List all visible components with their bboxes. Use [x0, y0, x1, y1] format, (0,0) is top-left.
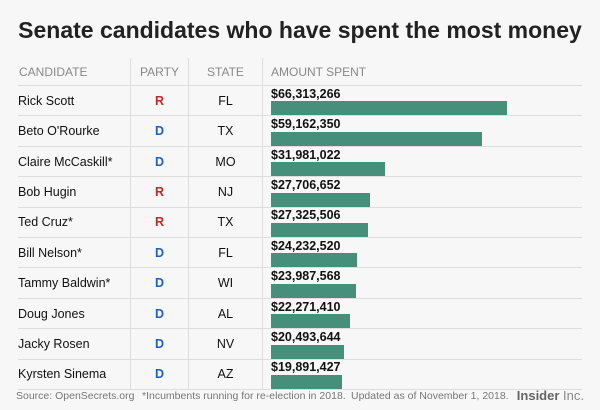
amount-cell: $27,706,652: [262, 176, 582, 208]
state-label: WI: [188, 267, 263, 299]
party-value: D: [154, 306, 165, 321]
candidate-name: Jacky Rosen: [18, 328, 131, 360]
amount-label: $59,162,350: [271, 117, 341, 132]
candidate-name: Doug Jones: [18, 298, 131, 330]
header-amount: AMOUNT SPENT: [262, 58, 582, 86]
amount-label: $27,706,652: [271, 177, 341, 192]
candidate-name: Beto O'Rourke: [18, 115, 131, 147]
party-label: D: [130, 267, 189, 299]
table-row: Beto O'Rourke D TX $59,162,350: [18, 115, 582, 147]
state-label: AL: [188, 298, 263, 330]
state-label: FL: [188, 237, 263, 269]
amount-label: $23,987,568: [271, 269, 341, 284]
party-value: R: [154, 215, 165, 230]
table-row: Doug Jones D AL $22,271,410: [18, 298, 582, 330]
amount-bar: [271, 223, 369, 238]
amount-bar: [271, 375, 342, 390]
candidate-name: Kyrsten Sinema: [18, 359, 131, 391]
amount-label: $24,232,520: [271, 238, 341, 253]
amount-bar: [271, 314, 351, 329]
party-value: R: [154, 184, 165, 199]
party-value: D: [154, 154, 165, 169]
state-label: TX: [188, 115, 263, 147]
state-label: TX: [188, 207, 263, 239]
spending-table: CANDIDATE PARTY STATE AMOUNT SPENT Rick …: [18, 58, 582, 391]
amount-bar: [271, 344, 344, 359]
candidate-name: Tammy Baldwin*: [18, 267, 131, 299]
party-label: D: [130, 115, 189, 147]
party-value: D: [154, 276, 165, 291]
candidate-name: Ted Cruz*: [18, 207, 131, 239]
amount-bar: [271, 131, 482, 146]
state-label: FL: [188, 85, 263, 117]
table-row: Ted Cruz* R TX $27,325,506: [18, 207, 582, 239]
table-row: Kyrsten Sinema D AZ $19,891,427: [18, 359, 582, 391]
amount-label: $20,493,644: [271, 329, 341, 344]
candidate-name: Bob Hugin: [18, 176, 131, 208]
amount-bar: [271, 283, 357, 298]
party-label: D: [130, 237, 189, 269]
state-label: NJ: [188, 176, 263, 208]
table-row: Bob Hugin R NJ $27,706,652: [18, 176, 582, 208]
table-row: Jacky Rosen D NV $20,493,644: [18, 328, 582, 360]
party-label: D: [130, 146, 189, 178]
amount-bar: [271, 192, 370, 207]
amount-cell: $24,232,520: [262, 237, 582, 269]
state-label: AZ: [188, 359, 263, 391]
amount-cell: $19,891,427: [262, 359, 582, 391]
amount-label: $31,981,022: [271, 147, 341, 162]
amount-cell: $22,271,410: [262, 298, 582, 330]
amount-bar: [271, 162, 385, 177]
amount-label: $19,891,427: [271, 360, 341, 375]
amount-bar: [271, 101, 507, 116]
party-value: D: [154, 367, 165, 382]
insider-logo: Insider Inc.: [516, 388, 584, 403]
header-party: PARTY: [130, 58, 189, 86]
amount-bar: [271, 253, 358, 268]
header-candidate: CANDIDATE: [18, 58, 131, 86]
state-label: NV: [188, 328, 263, 360]
party-label: R: [130, 207, 189, 239]
chart-title: Senate candidates who have spent the mos…: [18, 17, 582, 43]
table-row: Tammy Baldwin* D WI $23,987,568: [18, 267, 582, 299]
party-label: D: [130, 298, 189, 330]
amount-label: $27,325,506: [271, 208, 341, 223]
party-value: D: [154, 336, 165, 351]
amount-label: $66,313,266: [271, 86, 341, 101]
amount-label: $22,271,410: [271, 299, 341, 314]
incumbent-note: *Incumbents running for re-election in 2…: [142, 390, 346, 402]
source-note: Source: OpenSecrets.org: [16, 390, 135, 402]
state-label: MO: [188, 146, 263, 178]
party-label: R: [130, 85, 189, 117]
party-label: D: [130, 359, 189, 391]
amount-cell: $59,162,350: [262, 115, 582, 147]
amount-cell: $31,981,022: [262, 146, 582, 178]
table-row: Bill Nelson* D FL $24,232,520: [18, 237, 582, 269]
party-label: R: [130, 176, 189, 208]
candidate-name: Rick Scott: [18, 85, 131, 117]
table-row: Claire McCaskill* D MO $31,981,022: [18, 146, 582, 178]
party-value: R: [154, 93, 165, 108]
amount-cell: $27,325,506: [262, 207, 582, 239]
amount-cell: $66,313,266: [262, 85, 582, 117]
amount-cell: $23,987,568: [262, 267, 582, 299]
updated-note: Updated as of November 1, 2018.: [351, 390, 509, 402]
amount-cell: $20,493,644: [262, 328, 582, 360]
party-value: D: [154, 124, 165, 139]
header-state: STATE: [188, 58, 263, 86]
candidate-name: Claire McCaskill*: [18, 146, 131, 178]
table-row: Rick Scott R FL $66,313,266: [18, 85, 582, 117]
party-value: D: [154, 245, 165, 260]
candidate-name: Bill Nelson*: [18, 237, 131, 269]
party-label: D: [130, 328, 189, 360]
